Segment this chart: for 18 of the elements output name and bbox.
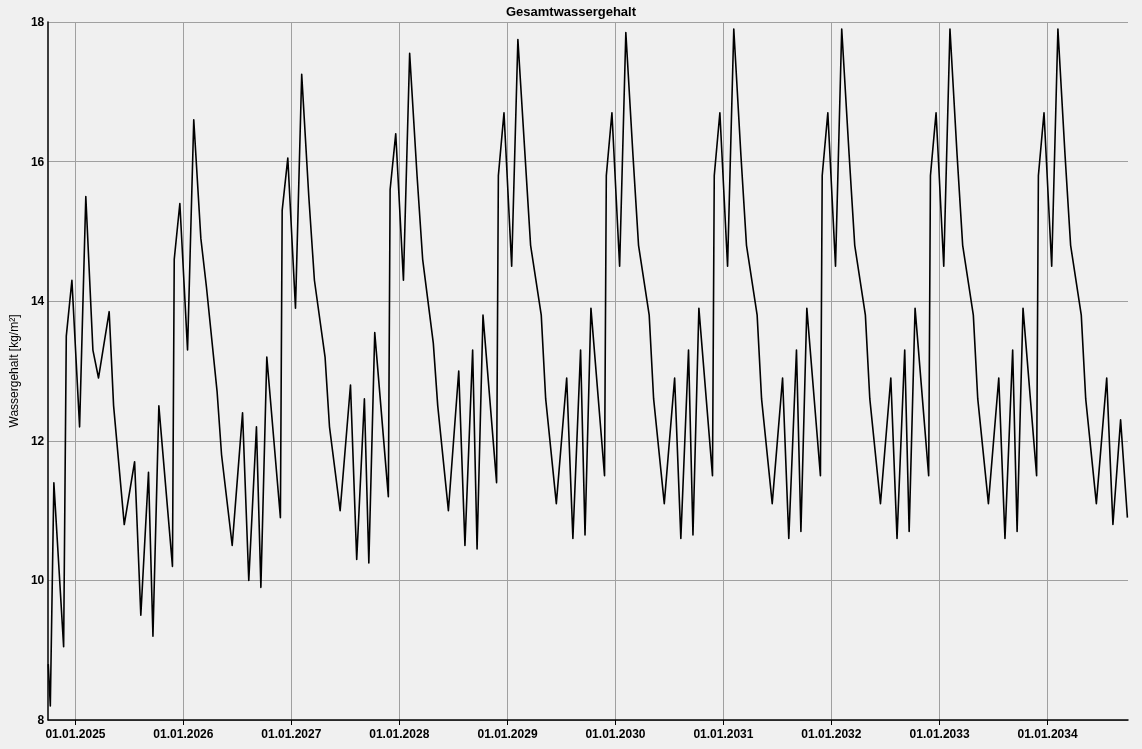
x-tick-label: 01.01.2029: [477, 727, 538, 741]
x-tick-label: 01.01.2034: [1017, 727, 1078, 741]
y-tick-label: 10: [30, 573, 45, 588]
x-tick-label: 01.01.2025: [45, 727, 106, 741]
y-tick-label: 14: [30, 294, 45, 309]
x-tick-label: 01.01.2028: [369, 727, 430, 741]
chart-title: Gesamtwassergehalt: [505, 4, 637, 19]
x-tick-label: 01.01.2026: [153, 727, 214, 741]
x-tick-label: 01.01.2033: [909, 727, 970, 741]
x-tick-label: 01.01.2030: [585, 727, 646, 741]
x-tick-label: 01.01.2027: [261, 727, 322, 741]
y-tick-label: 18: [30, 15, 45, 29]
x-tick-label: 01.01.2031: [693, 727, 754, 741]
y-axis-title: Wassergehalt [kg/m²]: [7, 314, 21, 428]
x-tick-label: 01.01.2032: [801, 727, 862, 741]
y-tick-label: 8: [37, 713, 45, 727]
y-tick-label: 12: [30, 433, 45, 448]
y-tick-label: 16: [30, 154, 45, 169]
